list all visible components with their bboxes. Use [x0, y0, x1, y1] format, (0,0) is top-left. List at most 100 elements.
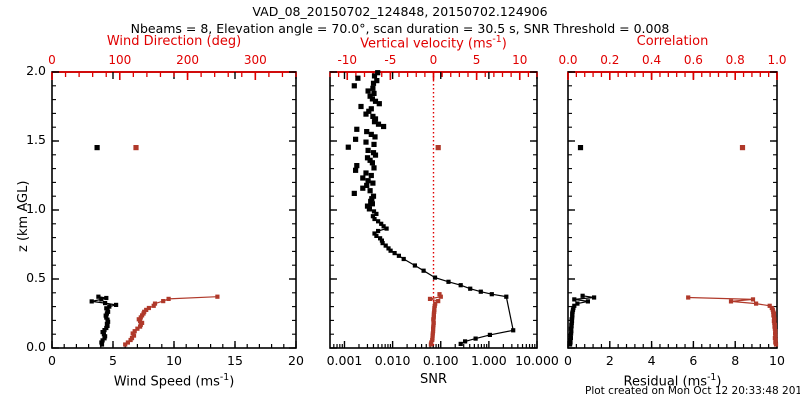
data-point-marker: [773, 340, 778, 345]
data-point-marker: [125, 340, 130, 345]
x-tick-label-top: 0.4: [642, 53, 662, 67]
x-tick-label-top: 100: [108, 53, 132, 67]
isolated-data-point: [370, 85, 376, 91]
x-tick-label-top: 1.0: [767, 53, 787, 67]
data-point-marker: [376, 228, 381, 234]
data-point-marker: [773, 329, 778, 334]
data-point-marker: [504, 294, 509, 299]
isolated-data-point: [360, 185, 366, 191]
isolated-data-point: [365, 88, 371, 94]
data-point-marker: [438, 294, 443, 299]
data-point-marker: [104, 306, 109, 311]
data-point-marker: [437, 292, 442, 297]
isolated-data-point: [368, 131, 374, 137]
isolated-data-point: [354, 163, 360, 169]
data-point-marker: [392, 251, 397, 256]
data-point-marker: [130, 331, 135, 336]
x-tick-label-top: 10: [512, 53, 528, 67]
data-point-marker: [146, 305, 151, 311]
x-tick-label-bottom: 1.000: [470, 353, 507, 368]
data-point-marker: [114, 302, 119, 307]
panel-frame: [567, 71, 778, 349]
isolated-data-point: [364, 203, 371, 209]
isolated-data-point: [371, 90, 377, 96]
data-point-marker: [432, 305, 437, 311]
x-tick-label-bottom: 0.100: [422, 353, 459, 368]
y-tick-label: 2.0: [26, 63, 46, 78]
data-point-marker: [431, 329, 436, 334]
data-point-marker: [421, 268, 426, 273]
isolated-data-point: [351, 190, 357, 196]
x-tick-label-bottom: 5: [109, 353, 117, 368]
isolated-data-point: [739, 145, 746, 151]
x-axis-title-top: Vertical velocity (ms-1): [360, 34, 507, 52]
isolated-data-point: [371, 73, 378, 79]
data-point-marker: [432, 303, 437, 308]
isolated-data-point: [370, 80, 377, 86]
isolated-data-point: [372, 152, 379, 158]
y-tick-label: 1.0: [26, 201, 46, 216]
x-tick-label-bottom: 2: [605, 353, 614, 368]
data-point-marker: [372, 231, 377, 236]
x-axis-title-bottom: Residual (ms-1): [623, 372, 722, 390]
x-axis-title-top: Wind Direction (deg): [106, 34, 242, 49]
isolated-data-point: [353, 167, 359, 173]
data-point-marker: [568, 336, 573, 341]
isolated-data-point: [365, 178, 371, 184]
y-tick-label: 1.5: [26, 132, 46, 147]
x-tick-label-bottom: 4: [647, 353, 656, 368]
isolated-data-point: [375, 70, 381, 76]
data-point-marker: [215, 294, 220, 299]
data-point-marker: [754, 301, 759, 306]
x-tick-label-bottom: 0: [48, 353, 56, 368]
x-tick-label-bottom: 10: [769, 353, 785, 368]
x-tick-label-top: 300: [243, 53, 267, 67]
isolated-data-point: [358, 103, 364, 110]
data-point-marker: [572, 303, 577, 308]
isolated-data-point: [365, 147, 371, 153]
isolated-data-point: [354, 126, 360, 132]
data-point-marker: [374, 233, 379, 238]
isolated-data-point: [364, 182, 370, 188]
data-point-marker: [568, 340, 573, 345]
isolated-data-point: [577, 145, 584, 151]
series-line: [372, 210, 514, 345]
data-point-marker: [123, 342, 128, 347]
data-point-marker: [769, 305, 774, 311]
data-point-marker: [107, 304, 112, 309]
isolated-data-point: [369, 96, 375, 102]
data-point-marker: [430, 331, 435, 336]
isolated-data-point: [368, 172, 374, 179]
isolated-data-point: [381, 123, 387, 130]
data-point-marker: [372, 216, 377, 222]
isolated-data-point: [367, 188, 373, 194]
x-tick-label-bottom: 20: [288, 353, 304, 368]
y-axis-title: z (km AGL): [16, 180, 31, 252]
panel-frame: [51, 71, 297, 349]
x-tick-label-bottom: 0.010: [374, 353, 411, 368]
isolated-data-point: [345, 144, 351, 150]
isolated-data-point: [366, 206, 372, 212]
isolated-data-point: [375, 121, 382, 127]
data-point-marker: [427, 296, 433, 301]
data-point-marker: [370, 214, 375, 219]
data-point-marker: [381, 224, 386, 229]
x-tick-label-top: 0: [429, 53, 438, 67]
x-tick-label-top: 0.6: [683, 53, 703, 67]
data-point-marker: [380, 241, 385, 246]
x-tick-label-bottom: 8: [731, 353, 740, 368]
data-point-marker: [129, 336, 135, 341]
data-point-marker: [458, 341, 463, 346]
x-axis-title-bottom: SNR: [419, 372, 447, 387]
data-point-marker: [686, 295, 691, 300]
x-tick-label-top: 0.8: [725, 53, 745, 67]
isolated-data-point: [372, 134, 378, 140]
data-point-marker: [592, 295, 597, 300]
isolated-data-point: [133, 145, 139, 151]
isolated-data-point: [369, 196, 375, 202]
isolated-data-point: [374, 78, 380, 84]
data-point-marker: [575, 301, 580, 306]
x-tick-label-top: 200: [176, 53, 199, 67]
data-point-marker: [572, 297, 577, 302]
